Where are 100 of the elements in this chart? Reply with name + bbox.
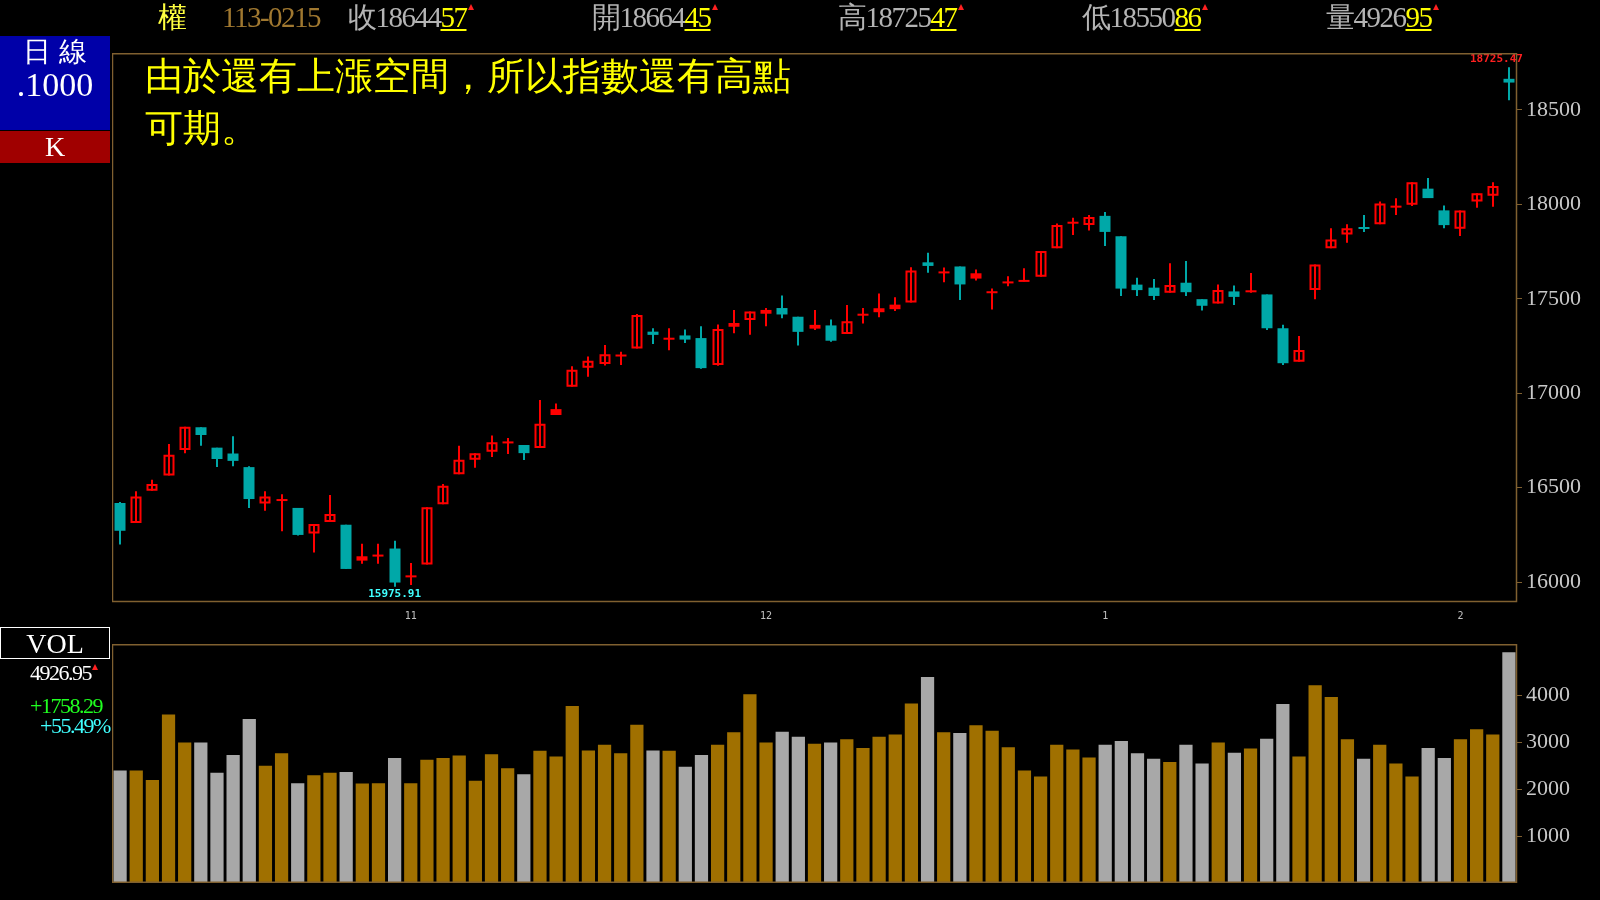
bar	[1227, 752, 1242, 883]
bar	[291, 783, 305, 883]
chart-title: 權	[158, 0, 186, 34]
bar	[597, 744, 612, 883]
bar	[468, 780, 482, 883]
y-tick-label: 16000	[1526, 567, 1581, 593]
bar	[953, 733, 967, 883]
bar	[501, 768, 515, 883]
bar	[1486, 734, 1500, 883]
annotation: 由於還有上漲空間，所以指數還有高點可期。	[145, 53, 792, 152]
bar	[371, 783, 386, 883]
bar	[1356, 758, 1371, 883]
bar	[1308, 685, 1322, 883]
text: 開1866445	[592, 0, 712, 34]
bar	[743, 694, 757, 883]
candlestick	[1018, 268, 1030, 282]
bar	[258, 765, 273, 883]
bar	[1163, 762, 1177, 883]
bar	[565, 705, 579, 883]
text: 量492695	[1326, 0, 1433, 34]
bar	[678, 766, 692, 883]
bar	[194, 742, 208, 883]
bar	[1082, 757, 1096, 883]
y-tick-label: 1000	[1526, 821, 1570, 847]
bar	[646, 750, 660, 883]
bar	[920, 676, 935, 883]
text: 高1872547	[838, 0, 958, 34]
bar	[614, 753, 628, 883]
bar	[824, 742, 838, 883]
bar	[1195, 763, 1209, 883]
bar	[1017, 770, 1032, 883]
bar	[1340, 739, 1355, 883]
bar	[662, 750, 676, 883]
bar	[1453, 739, 1468, 883]
bar	[420, 759, 434, 883]
bar	[274, 753, 289, 883]
bar	[242, 719, 256, 883]
text: 113-0215	[222, 0, 321, 34]
bar	[387, 757, 402, 883]
candlestick	[663, 328, 675, 351]
bar	[807, 743, 822, 883]
bar	[1389, 763, 1403, 883]
y-tick-label: 16500	[1526, 473, 1581, 499]
bar	[1066, 749, 1080, 883]
bar	[1147, 758, 1161, 883]
annotation: 18725.47	[1469, 51, 1523, 65]
bar	[888, 734, 902, 883]
candlestick	[905, 267, 917, 303]
bar	[517, 774, 531, 883]
bar	[630, 724, 644, 883]
bar	[549, 756, 563, 883]
bar	[129, 770, 143, 883]
y-tick-label: 2000	[1526, 775, 1570, 801]
bar	[436, 757, 450, 883]
candlestick	[534, 400, 546, 449]
text: 日 線	[0, 35, 110, 68]
bar	[210, 772, 224, 883]
x-tick-label: 12	[760, 609, 773, 621]
bar	[791, 736, 805, 883]
bar	[1001, 747, 1015, 883]
bar	[452, 755, 466, 883]
y-tick-label: 17000	[1526, 379, 1581, 405]
x-tick-label: 11	[404, 609, 417, 621]
bar	[1050, 744, 1064, 883]
text: 收1864457	[348, 0, 468, 34]
candlestick	[405, 563, 417, 585]
bar	[533, 750, 547, 883]
bar	[1033, 776, 1048, 883]
y-tick-label: 18500	[1526, 95, 1581, 121]
bar	[1405, 776, 1419, 883]
y-tick-label: 17500	[1526, 284, 1581, 310]
bar	[1421, 748, 1435, 883]
bar	[872, 736, 886, 883]
bar	[969, 725, 983, 883]
text: .1000	[0, 66, 110, 130]
bar	[1211, 742, 1225, 883]
text: K	[0, 131, 110, 163]
bar	[937, 732, 951, 883]
bar	[1292, 756, 1306, 883]
y-tick-label: 4000	[1526, 681, 1570, 707]
bar	[694, 755, 709, 883]
bar	[1114, 741, 1128, 883]
bar	[1324, 697, 1338, 883]
bar	[1130, 753, 1145, 883]
bar	[404, 783, 418, 883]
bar	[307, 775, 321, 883]
annotation: 15975.91	[368, 587, 422, 601]
bar	[1276, 704, 1290, 883]
bar	[178, 742, 192, 883]
candlestick	[421, 507, 433, 565]
bar	[484, 754, 499, 883]
bar	[161, 714, 176, 883]
bar	[985, 730, 999, 883]
bar	[581, 750, 596, 883]
bar	[226, 755, 240, 883]
candlestick	[986, 288, 998, 310]
bar	[904, 703, 919, 883]
text: VOL	[0, 627, 110, 659]
bar	[1502, 652, 1516, 883]
bar	[355, 783, 369, 883]
